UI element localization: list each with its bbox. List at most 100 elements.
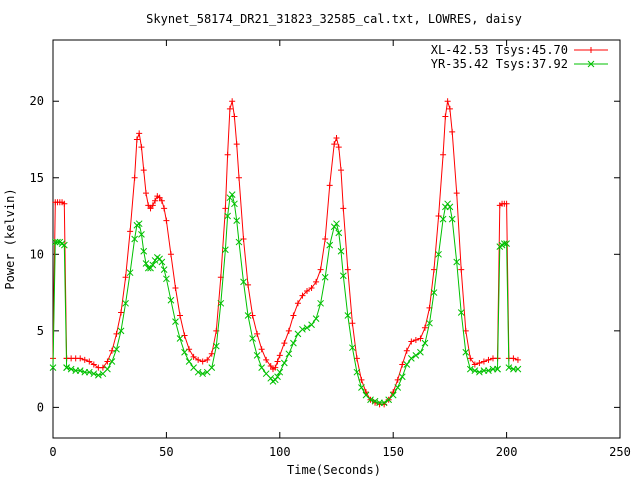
data-point [326, 182, 333, 189]
data-point [514, 356, 521, 363]
data-point [440, 151, 447, 158]
data-point [444, 98, 451, 105]
x-tick-label: 200 [496, 445, 518, 459]
series-yr [49, 191, 522, 407]
data-point [349, 344, 356, 352]
y-tick-label: 0 [37, 400, 44, 414]
data-point [199, 370, 207, 378]
data-point [67, 365, 75, 373]
data-point [254, 330, 261, 337]
legend-marker-xl [588, 47, 594, 53]
data-point [281, 340, 288, 347]
data-point [249, 335, 256, 342]
y-tick-label: 20 [30, 94, 44, 108]
data-point [412, 337, 419, 344]
data-point [426, 319, 433, 327]
legend-label-xl: XL-42.53 Tsys:45.70 [431, 43, 568, 57]
data-point [471, 361, 478, 368]
data-point [212, 342, 220, 350]
data-point [144, 264, 152, 272]
data-point [333, 134, 340, 141]
data-point [113, 345, 120, 353]
x-tick-label: 0 [49, 445, 56, 459]
data-point [147, 264, 154, 272]
data-point [258, 364, 266, 371]
data-point [244, 312, 252, 319]
x-axis: 0 50 100 150 200 250 [49, 40, 631, 459]
data-point [276, 352, 283, 359]
data-point [335, 144, 342, 151]
data-point [147, 205, 154, 212]
series-line [66, 101, 498, 405]
data-point [222, 246, 229, 254]
data-point [90, 370, 98, 378]
legend: XL-42.53 Tsys:45.70 YR-35.42 Tsys:37.92 [431, 43, 608, 71]
data-point [458, 266, 465, 273]
data-point [326, 241, 334, 249]
data-point [138, 231, 145, 238]
data-point [118, 309, 125, 316]
y-tick-label: 15 [30, 171, 44, 185]
data-point [149, 202, 156, 209]
data-point [181, 348, 188, 356]
data-point [249, 312, 256, 319]
data-point [172, 284, 179, 291]
data-point [339, 272, 347, 280]
data-point [99, 364, 106, 371]
data-point [503, 240, 510, 247]
y-tick-label: 5 [37, 324, 44, 338]
data-point [90, 361, 97, 368]
data-point [233, 217, 241, 224]
data-point [431, 266, 438, 273]
data-point [158, 258, 166, 266]
data-point [299, 292, 306, 299]
data-point [117, 327, 125, 335]
data-point [494, 365, 501, 373]
data-point [222, 205, 229, 212]
series-layer [49, 98, 522, 408]
chart-title: Skynet_58174_DR21_31823_32585_cal.txt, L… [146, 12, 522, 26]
data-point [133, 136, 140, 143]
data-point [344, 266, 351, 273]
x-tick-label: 100 [269, 445, 291, 459]
data-point [208, 350, 215, 357]
data-point [127, 228, 134, 235]
data-point [108, 347, 115, 354]
data-point [476, 359, 483, 366]
data-point [104, 365, 111, 373]
data-point [313, 278, 320, 285]
data-point [500, 240, 508, 247]
data-point [81, 356, 88, 363]
legend-label-yr: YR-35.42 Tsys:37.92 [431, 57, 568, 71]
data-point [61, 200, 68, 207]
data-point [394, 384, 402, 391]
data-point [338, 167, 345, 174]
data-point [399, 361, 406, 368]
data-point [274, 373, 281, 381]
data-point [54, 238, 61, 246]
data-point [108, 358, 116, 365]
data-point [167, 251, 174, 258]
data-point [353, 368, 361, 376]
data-point [462, 348, 470, 356]
data-point [453, 258, 461, 266]
data-point [172, 318, 179, 326]
data-point [267, 374, 275, 382]
data-point [308, 321, 315, 329]
data-point [167, 296, 175, 304]
data-point [446, 105, 453, 112]
data-point [226, 194, 234, 202]
data-point [398, 373, 406, 381]
plot-frame [52, 39, 621, 439]
data-point [480, 358, 487, 365]
data-point [453, 190, 460, 197]
data-point [126, 269, 134, 277]
data-point [272, 364, 279, 371]
data-point [417, 348, 424, 356]
y-axis-label: Power (kelvin) [3, 188, 17, 289]
data-point [163, 217, 170, 224]
data-point [421, 324, 428, 331]
data-point [331, 141, 338, 148]
data-point [158, 197, 165, 204]
data-point [224, 151, 231, 158]
